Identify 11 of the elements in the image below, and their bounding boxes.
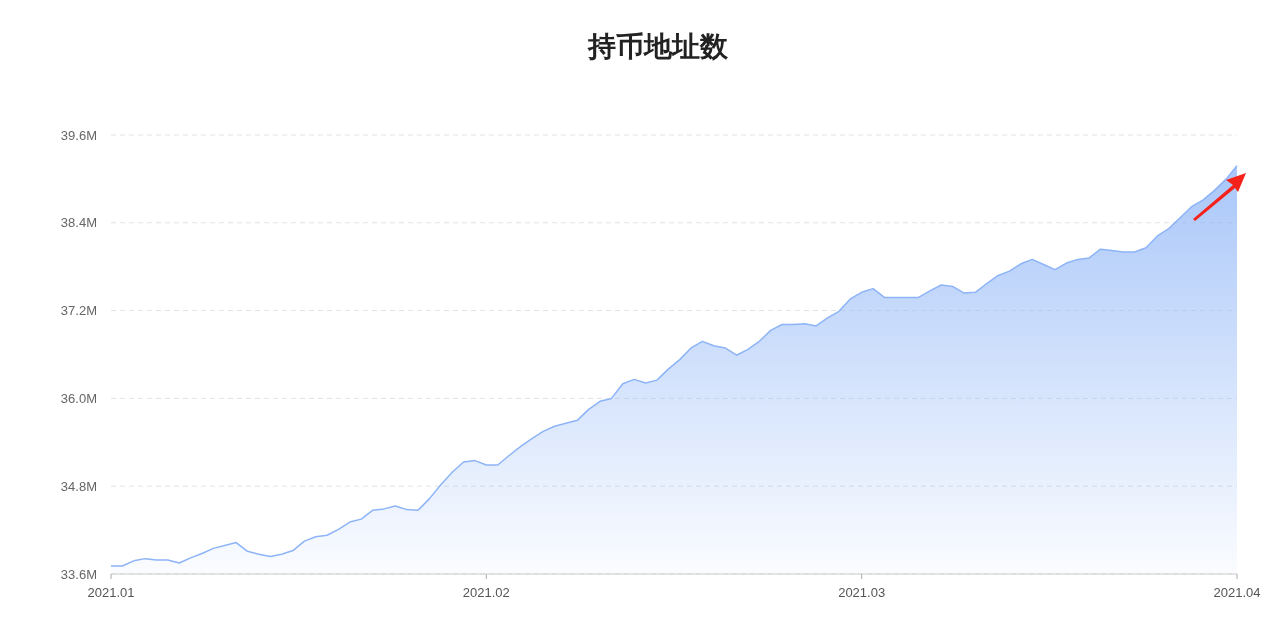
y-tick-label: 38.4M xyxy=(60,215,97,231)
y-tick-label: 37.2M xyxy=(60,303,97,319)
y-tick-label: 39.6M xyxy=(60,127,97,143)
y-tick-label: 34.8M xyxy=(60,478,97,494)
x-tick-label: 2021.01 xyxy=(87,585,135,600)
chart-title: 持币地址数 xyxy=(587,31,729,62)
x-tick-label: 2021.04 xyxy=(1213,585,1261,600)
y-tick-label: 36.0M xyxy=(60,390,97,406)
x-tick-label: 2021.03 xyxy=(838,585,886,600)
y-tick-label: 33.6M xyxy=(60,566,97,582)
x-tick-label: 2021.02 xyxy=(462,585,510,600)
